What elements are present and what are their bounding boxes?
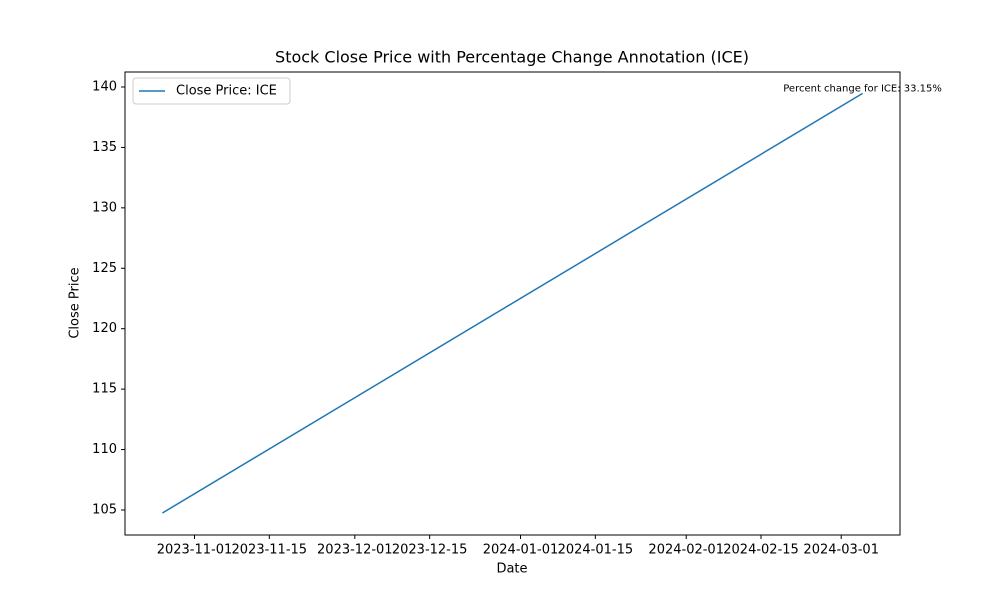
y-axis-label: Close Price [68,267,83,338]
chart-title: Stock Close Price with Percentage Change… [275,48,749,67]
x-tick-label: 2023-11-01 [157,543,233,558]
y-tick-label: 135 [92,140,117,155]
y-tick-label: 125 [92,261,117,276]
x-axis-label: Date [496,562,527,577]
x-tick-label: 2024-03-01 [803,543,879,558]
x-tick-label: 2024-01-15 [558,543,634,558]
x-tick-label: 2023-12-15 [392,543,468,558]
annotation: Percent change for ICE: 33.15% [783,83,942,94]
y-tick-label: 140 [92,79,117,94]
x-tick-label: 2023-12-01 [317,543,393,558]
plot-frame [124,71,901,536]
y-tick-label: 105 [92,502,117,517]
y-tick-label: 130 [92,200,117,215]
y-tick-label: 110 [92,442,117,457]
x-tick-label: 2024-02-15 [723,543,799,558]
y-tick-label: 115 [92,382,117,397]
x-tick-label: 2024-02-01 [648,543,724,558]
legend-label: Close Price: ICE [176,84,277,99]
y-tick-label: 120 [92,321,117,336]
legend-box [132,77,291,105]
x-tick-label: 2023-11-15 [232,543,308,558]
x-tick-label: 2024-01-01 [483,543,559,558]
line [162,92,863,514]
